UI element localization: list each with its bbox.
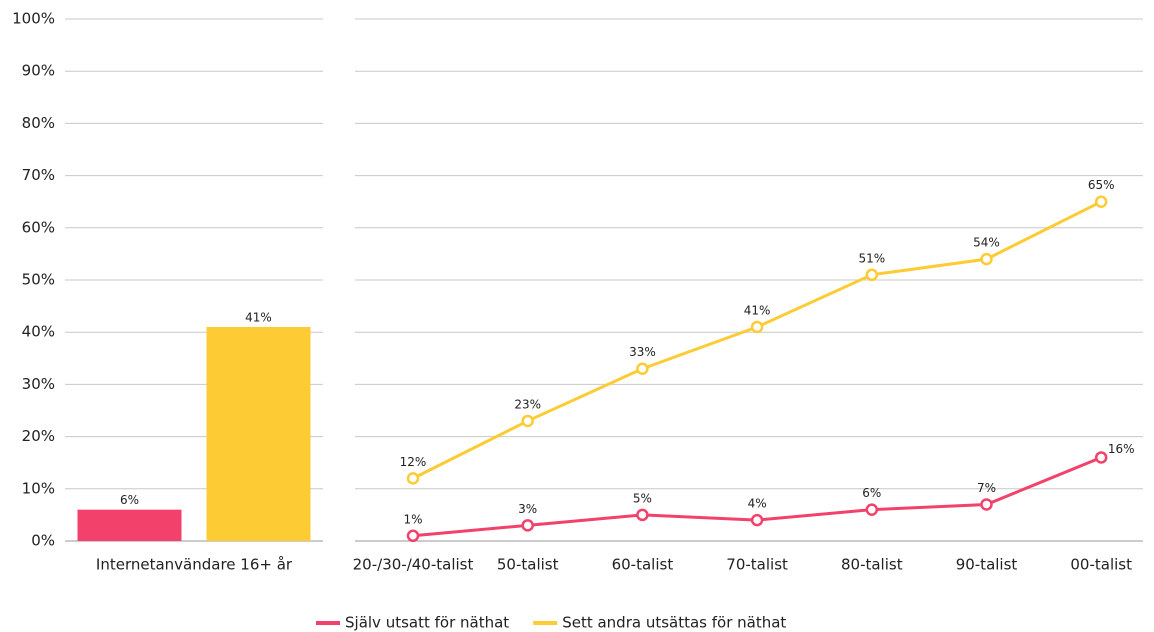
data-label: 12% [400,455,427,469]
data-label: 6% [862,486,881,500]
data-label: 16% [1108,442,1135,456]
x-tick-label: 60-talist [612,556,674,574]
data-label: 51% [858,251,885,265]
legend-label: Sett andra utsättas för näthat [562,614,786,632]
x-tick-label: 70-talist [726,556,788,574]
data-label: 33% [629,345,656,359]
y-tick-label: 50% [22,271,55,289]
data-label: 5% [633,491,652,505]
point [1094,451,1108,464]
data-label: 7% [977,481,996,495]
data-label: 4% [748,497,767,511]
y-tick-label: 0% [31,532,55,550]
y-tick-label: 30% [22,375,55,393]
point [750,320,764,334]
y-tick-label: 10% [22,479,55,497]
x-tick-label: 00-talist [1070,556,1132,574]
y-tick-label: 20% [22,427,55,445]
data-label: 41% [744,303,771,317]
bar [206,326,311,541]
x-tick-label: 20-/30-/40-talist [353,556,474,574]
data-label: 65% [1088,178,1115,192]
y-tick-label: 40% [22,323,55,341]
data-label: 23% [514,397,541,411]
x-tick-label: 90-talist [956,556,1018,574]
data-label: 6% [120,493,139,507]
point [1094,195,1108,208]
y-tick-label: 90% [22,62,55,80]
point [750,513,764,527]
y-tick-label: 80% [22,114,55,132]
point [980,252,993,266]
y-tick-label: 60% [22,218,55,236]
point [521,519,534,532]
point [980,498,993,511]
x-tick-label: Internetanvändare 16+ år [96,556,293,574]
x-tick-label: 50-talist [497,556,559,574]
data-label: 54% [973,236,1000,250]
data-label: 41% [245,310,272,324]
x-tick-label: 80-talist [841,556,903,574]
point [636,362,649,375]
point [406,472,420,485]
data-label: 1% [403,512,422,526]
point [865,503,879,516]
point [865,268,879,282]
point [521,414,534,428]
point [406,529,420,543]
y-tick-label: 70% [22,166,55,184]
data-label: 3% [518,502,537,516]
bar [77,509,182,541]
point [636,508,649,522]
legend-label: Själv utsatt för näthat [345,614,509,632]
y-tick-label: 100% [12,10,55,28]
